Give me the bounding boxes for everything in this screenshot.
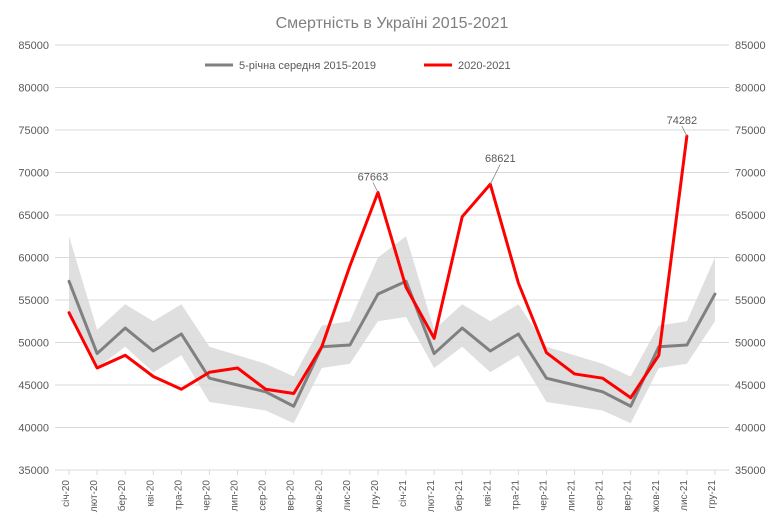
xtick-label: чер-21	[538, 480, 549, 511]
ytick-label-right: 70000	[735, 168, 766, 180]
ytick-label-left: 85000	[18, 40, 49, 52]
ytick-label-right: 45000	[735, 380, 766, 392]
xtick-label: гру-21	[707, 480, 718, 509]
xtick-label: січ-20	[61, 480, 72, 507]
xtick-label: чер-20	[201, 480, 212, 511]
ytick-label-left: 60000	[18, 253, 49, 265]
ytick-label-right: 40000	[735, 423, 766, 435]
chart-container: Смертність в Україні 2015-2021 35000 35000…	[0, 0, 784, 529]
xtick-label: жов-21	[651, 480, 662, 512]
ytick-label-left: 70000	[18, 168, 49, 180]
ytick-label-right: 65000	[735, 210, 766, 222]
xtick-label: бер-20	[116, 480, 128, 512]
legend-label: 2020-2021	[458, 60, 511, 72]
ytick-label-right: 80000	[735, 83, 766, 95]
ytick-label-left: 80000	[18, 83, 49, 95]
legend-label: 5-річна середня 2015-2019	[239, 60, 376, 72]
datalabel: 68621	[485, 153, 516, 165]
ytick-label-left: 35000	[18, 465, 49, 477]
ytick-label-left: 65000	[18, 210, 49, 222]
xtick-label: бер-21	[453, 480, 465, 512]
xtick-label: січ-21	[398, 480, 409, 507]
xtick-label: лют-21	[426, 480, 437, 513]
xtick-label: сер-21	[595, 480, 606, 511]
xtick-label: тра-21	[510, 480, 521, 511]
xtick-label: вер-20	[286, 480, 297, 511]
xtick-label: гру-20	[370, 480, 381, 509]
xtick-label: тра-20	[173, 480, 184, 511]
ytick-label-left: 45000	[18, 380, 49, 392]
ytick-label-left: 50000	[18, 338, 49, 350]
ytick-label-right: 75000	[735, 125, 766, 137]
datalabel: 74282	[667, 115, 698, 127]
xtick-label: вер-21	[623, 480, 634, 511]
ytick-label-right: 50000	[735, 338, 766, 350]
mortality-chart: Смертність в Україні 2015-2021 35000 35000…	[0, 0, 784, 529]
datalabel: 67663	[358, 171, 389, 183]
xtick-label: лис-21	[679, 480, 690, 511]
ytick-label-right: 35000	[735, 465, 766, 477]
xtick-label: лип-20	[230, 480, 241, 512]
xtick-label: лют-20	[89, 480, 100, 513]
ytick-label-right: 60000	[735, 253, 766, 265]
xtick-label: сер-20	[258, 480, 269, 511]
xtick-label: лис-20	[342, 480, 353, 511]
ytick-label-right: 85000	[735, 40, 766, 52]
xtick-label: кві-21	[482, 480, 493, 507]
ytick-label-left: 55000	[18, 295, 49, 307]
ytick-label-right: 55000	[735, 295, 766, 307]
xtick-label: кві-20	[145, 480, 156, 507]
xtick-label: лип-21	[567, 480, 578, 512]
xtick-label: жов-20	[314, 480, 325, 512]
ytick-label-left: 40000	[18, 423, 49, 435]
chart-title: Смертність в Україні 2015-2021	[276, 15, 509, 32]
ytick-label-left: 75000	[18, 125, 49, 137]
